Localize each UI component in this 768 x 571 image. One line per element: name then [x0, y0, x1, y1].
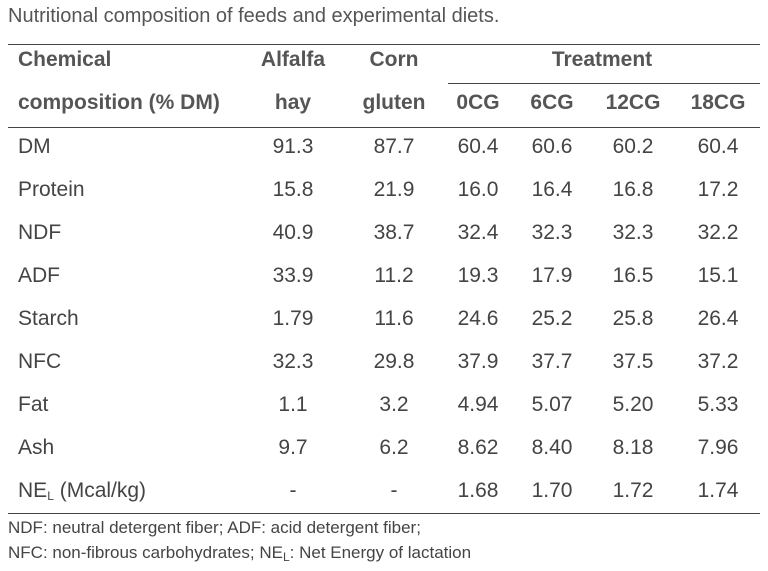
bottom-rule [8, 513, 760, 514]
cell-alfalfa-hay: 15.8 [272, 178, 314, 201]
cell-corn-gluten: 11.6 [374, 307, 414, 330]
header-rule [8, 127, 760, 128]
header-chemical: Chemical [18, 48, 112, 71]
cell-0cg: 8.62 [457, 436, 499, 459]
row-label: DM [18, 135, 51, 158]
cell-alfalfa-hay: 91.3 [272, 135, 314, 158]
cell-12cg: 1.72 [612, 479, 654, 502]
header-18cg: 18CG [690, 91, 746, 114]
row-label: ADF [18, 264, 60, 287]
cell-alfalfa-hay: - [289, 479, 297, 502]
cell-18cg: 15.1 [697, 264, 739, 287]
row-label: NEL (Mcal/kg) [18, 478, 146, 509]
header-6cg: 6CG [530, 91, 574, 114]
cell-alfalfa-hay: 1.79 [272, 307, 314, 330]
treatment-rule [448, 83, 760, 84]
cell-18cg: 17.2 [697, 178, 739, 201]
cell-0cg: 19.3 [457, 264, 499, 287]
header-alfalfa: Alfalfa [260, 48, 326, 71]
row-label: Protein [18, 178, 85, 201]
cell-corn-gluten: - [390, 479, 398, 502]
header-corn: Corn [369, 48, 419, 71]
header-gluten: gluten [362, 91, 426, 114]
cell-18cg: 7.96 [697, 436, 739, 459]
footnote-line1: NDF: neutral detergent fiber; ADF: acid … [8, 518, 421, 537]
cell-6cg: 37.7 [531, 350, 573, 373]
cell-6cg: 17.9 [531, 264, 573, 287]
cell-18cg: 37.2 [697, 350, 739, 373]
row-label: NDF [18, 221, 62, 244]
row-label-unit: (Mcal/kg) [53, 479, 147, 502]
cell-18cg: 26.4 [697, 307, 739, 330]
cell-alfalfa-hay: 33.9 [272, 264, 314, 287]
cell-12cg: 25.8 [612, 307, 654, 330]
footnote-line2: NFC: non-fibrous carbohydrates; NEL: Net… [8, 543, 471, 564]
cell-6cg: 8.40 [531, 436, 573, 459]
cell-corn-gluten: 38.7 [373, 221, 415, 244]
footnote-line2-end: : Net Energy of lactation [289, 543, 472, 562]
cell-corn-gluten: 87.7 [373, 135, 415, 158]
row-label: Fat [18, 393, 49, 416]
top-rule [8, 44, 760, 45]
cell-6cg: 1.70 [531, 479, 573, 502]
cell-alfalfa-hay: 32.3 [272, 350, 314, 373]
cell-corn-gluten: 3.2 [379, 393, 409, 416]
header-0cg: 0CG [456, 91, 500, 114]
cell-6cg: 5.07 [531, 393, 573, 416]
cell-corn-gluten: 21.9 [373, 178, 415, 201]
header-composition: composition (% DM) [18, 91, 220, 114]
cell-alfalfa-hay: 40.9 [272, 221, 314, 244]
cell-0cg: 1.68 [457, 479, 499, 502]
row-label: Ash [18, 436, 55, 459]
cell-12cg: 37.5 [612, 350, 654, 373]
cell-12cg: 5.20 [612, 393, 654, 416]
cell-12cg: 32.3 [612, 221, 654, 244]
cell-18cg: 1.74 [697, 479, 739, 502]
cell-12cg: 16.8 [612, 178, 654, 201]
cell-alfalfa-hay: 9.7 [278, 436, 308, 459]
cell-12cg: 8.18 [612, 436, 654, 459]
cell-0cg: 32.4 [457, 221, 499, 244]
footnote-subscript: L [282, 550, 290, 564]
cell-0cg: 16.0 [457, 178, 499, 201]
cell-18cg: 60.4 [697, 135, 739, 158]
row-label-main: NE [18, 479, 48, 502]
header-12cg: 12CG [605, 91, 661, 114]
cell-12cg: 16.5 [612, 264, 654, 287]
cell-18cg: 5.33 [697, 393, 739, 416]
row-label: NFC [18, 350, 62, 373]
cell-6cg: 60.6 [531, 135, 573, 158]
header-treatment: Treatment [551, 48, 653, 71]
cell-corn-gluten: 6.2 [379, 436, 409, 459]
cell-alfalfa-hay: 1.1 [278, 393, 308, 416]
footnote-line2-start: NFC: non-fibrous carbohydrates; NE [8, 543, 283, 562]
row-label-subscript: L [47, 489, 54, 503]
cell-corn-gluten: 29.8 [373, 350, 415, 373]
cell-0cg: 37.9 [457, 350, 499, 373]
cell-0cg: 60.4 [457, 135, 499, 158]
cell-18cg: 32.2 [697, 221, 739, 244]
cell-0cg: 4.94 [457, 393, 499, 416]
cell-6cg: 16.4 [531, 178, 573, 201]
row-label: Starch [18, 307, 79, 330]
header-hay: hay [274, 91, 312, 114]
cell-corn-gluten: 11.2 [374, 264, 414, 287]
cell-6cg: 25.2 [531, 307, 573, 330]
cell-0cg: 24.6 [457, 307, 499, 330]
cell-12cg: 60.2 [612, 135, 654, 158]
table-caption: Nutritional composition of feeds and exp… [8, 5, 500, 27]
cell-6cg: 32.3 [531, 221, 573, 244]
